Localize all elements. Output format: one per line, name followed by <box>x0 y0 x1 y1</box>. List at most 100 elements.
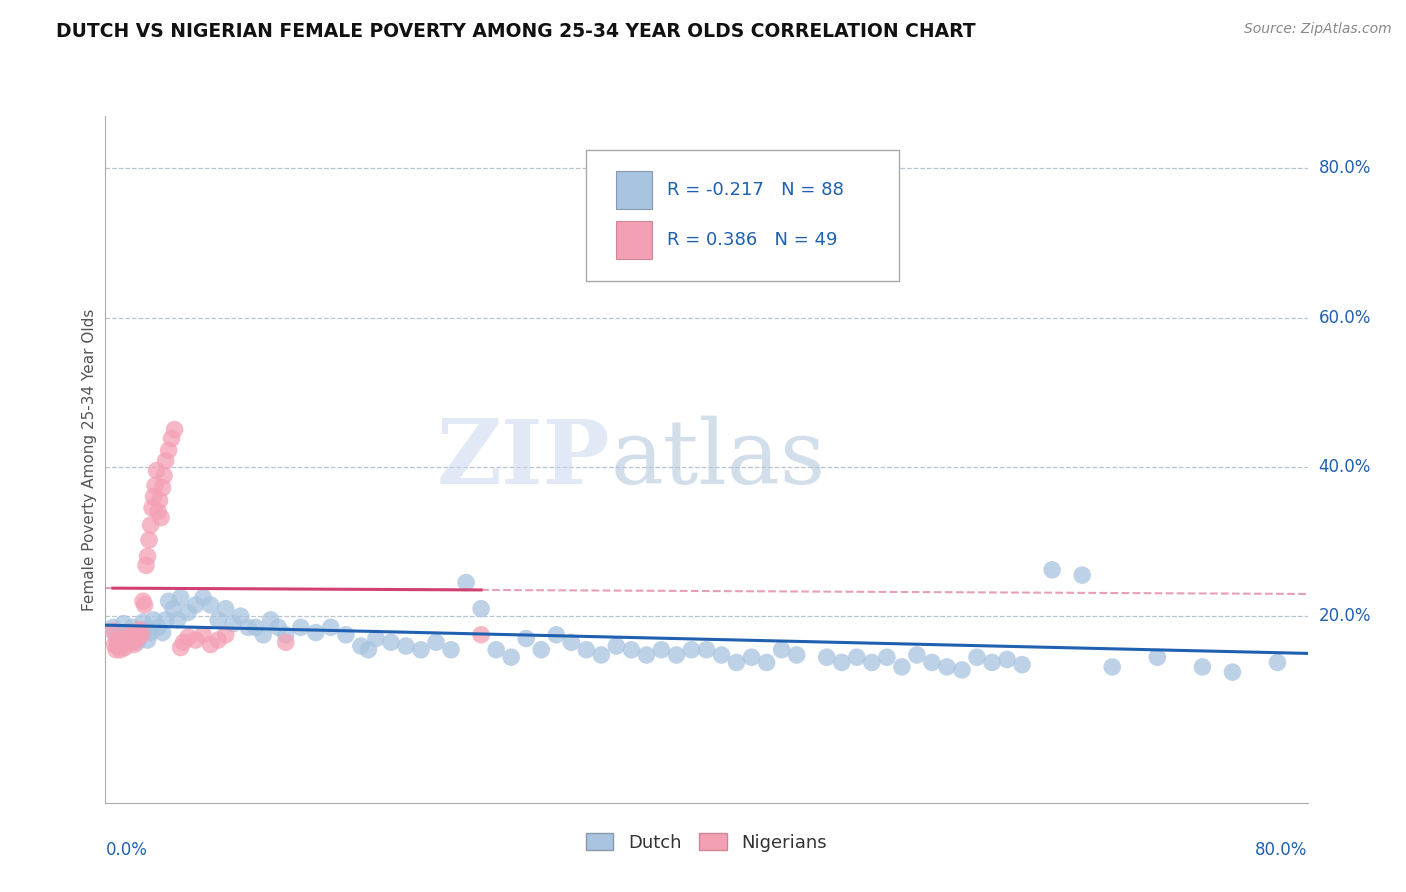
Point <box>111 638 134 652</box>
Text: R = 0.386   N = 49: R = 0.386 N = 49 <box>666 231 838 249</box>
Point <box>104 642 127 657</box>
Point <box>117 635 139 649</box>
Point <box>145 464 167 478</box>
Point <box>146 620 169 634</box>
Point <box>274 635 297 649</box>
Point <box>380 635 402 649</box>
Point <box>107 639 129 653</box>
Point <box>128 630 150 644</box>
Point <box>146 505 169 519</box>
Point <box>121 620 143 634</box>
Point <box>1040 563 1063 577</box>
Point <box>636 648 658 662</box>
Point <box>995 652 1018 666</box>
Point <box>357 642 380 657</box>
Text: atlas: atlas <box>610 416 825 503</box>
Point <box>665 648 688 662</box>
Point <box>845 650 868 665</box>
Point <box>110 632 132 646</box>
Point <box>117 633 139 648</box>
Point <box>135 623 157 637</box>
Point <box>1011 657 1033 672</box>
Point <box>138 533 160 547</box>
Point <box>103 638 125 652</box>
Text: DUTCH VS NIGERIAN FEMALE POVERTY AMONG 25-34 YEAR OLDS CORRELATION CHART: DUTCH VS NIGERIAN FEMALE POVERTY AMONG 2… <box>56 22 976 41</box>
Point <box>200 598 222 612</box>
Point <box>560 635 582 649</box>
Point <box>157 443 180 458</box>
Text: ZIP: ZIP <box>437 416 610 503</box>
Point <box>169 591 191 605</box>
Point <box>876 650 898 665</box>
Point <box>163 423 186 437</box>
Point <box>141 500 163 515</box>
Y-axis label: Female Poverty Among 25-34 Year Olds: Female Poverty Among 25-34 Year Olds <box>82 309 97 610</box>
Point <box>1267 656 1289 670</box>
Point <box>142 490 165 504</box>
Point <box>177 630 200 644</box>
Point <box>395 639 418 653</box>
Point <box>143 478 166 492</box>
Point <box>110 642 132 657</box>
Text: 80.0%: 80.0% <box>1256 840 1308 859</box>
Point <box>136 633 159 648</box>
Point <box>101 624 124 639</box>
Point <box>142 613 165 627</box>
Point <box>173 635 195 649</box>
Point <box>124 632 146 646</box>
Point <box>319 620 342 634</box>
Point <box>184 633 207 648</box>
Point <box>152 625 174 640</box>
Point <box>696 642 718 657</box>
Point <box>425 635 447 649</box>
Point <box>132 615 155 629</box>
Point <box>786 648 808 662</box>
Point <box>136 549 159 564</box>
Text: 0.0%: 0.0% <box>105 840 148 859</box>
FancyBboxPatch shape <box>616 221 652 259</box>
Point <box>741 650 763 665</box>
Point <box>485 642 508 657</box>
Point <box>114 628 136 642</box>
Point <box>364 632 387 646</box>
Point <box>191 628 214 642</box>
Point <box>222 616 245 631</box>
Point <box>132 594 155 608</box>
Legend: Dutch, Nigerians: Dutch, Nigerians <box>579 826 834 859</box>
FancyBboxPatch shape <box>586 150 898 281</box>
Point <box>129 623 152 637</box>
Point <box>335 628 357 642</box>
Point <box>155 613 177 627</box>
Point <box>150 510 173 524</box>
Point <box>152 481 174 495</box>
Point <box>160 432 183 446</box>
Point <box>101 620 124 634</box>
Point <box>290 620 312 634</box>
Point <box>157 594 180 608</box>
Point <box>1071 568 1094 582</box>
Point <box>120 635 142 649</box>
Text: 60.0%: 60.0% <box>1319 309 1371 326</box>
Point <box>770 642 793 657</box>
Point <box>936 660 959 674</box>
Point <box>725 656 748 670</box>
Point <box>139 518 162 533</box>
Text: 20.0%: 20.0% <box>1319 607 1371 625</box>
Point <box>755 656 778 670</box>
Point <box>134 598 156 612</box>
Point <box>530 642 553 657</box>
Point <box>207 633 229 648</box>
Point <box>125 625 148 640</box>
Point <box>177 606 200 620</box>
Point <box>104 628 127 642</box>
Point <box>131 628 153 642</box>
Point <box>153 468 176 483</box>
Text: Source: ZipAtlas.com: Source: ZipAtlas.com <box>1244 22 1392 37</box>
Point <box>831 656 853 670</box>
Text: R = -0.217   N = 88: R = -0.217 N = 88 <box>666 181 844 199</box>
Point <box>162 601 184 615</box>
Point <box>115 635 138 649</box>
Point <box>155 454 177 468</box>
Point <box>591 648 613 662</box>
FancyBboxPatch shape <box>616 171 652 209</box>
